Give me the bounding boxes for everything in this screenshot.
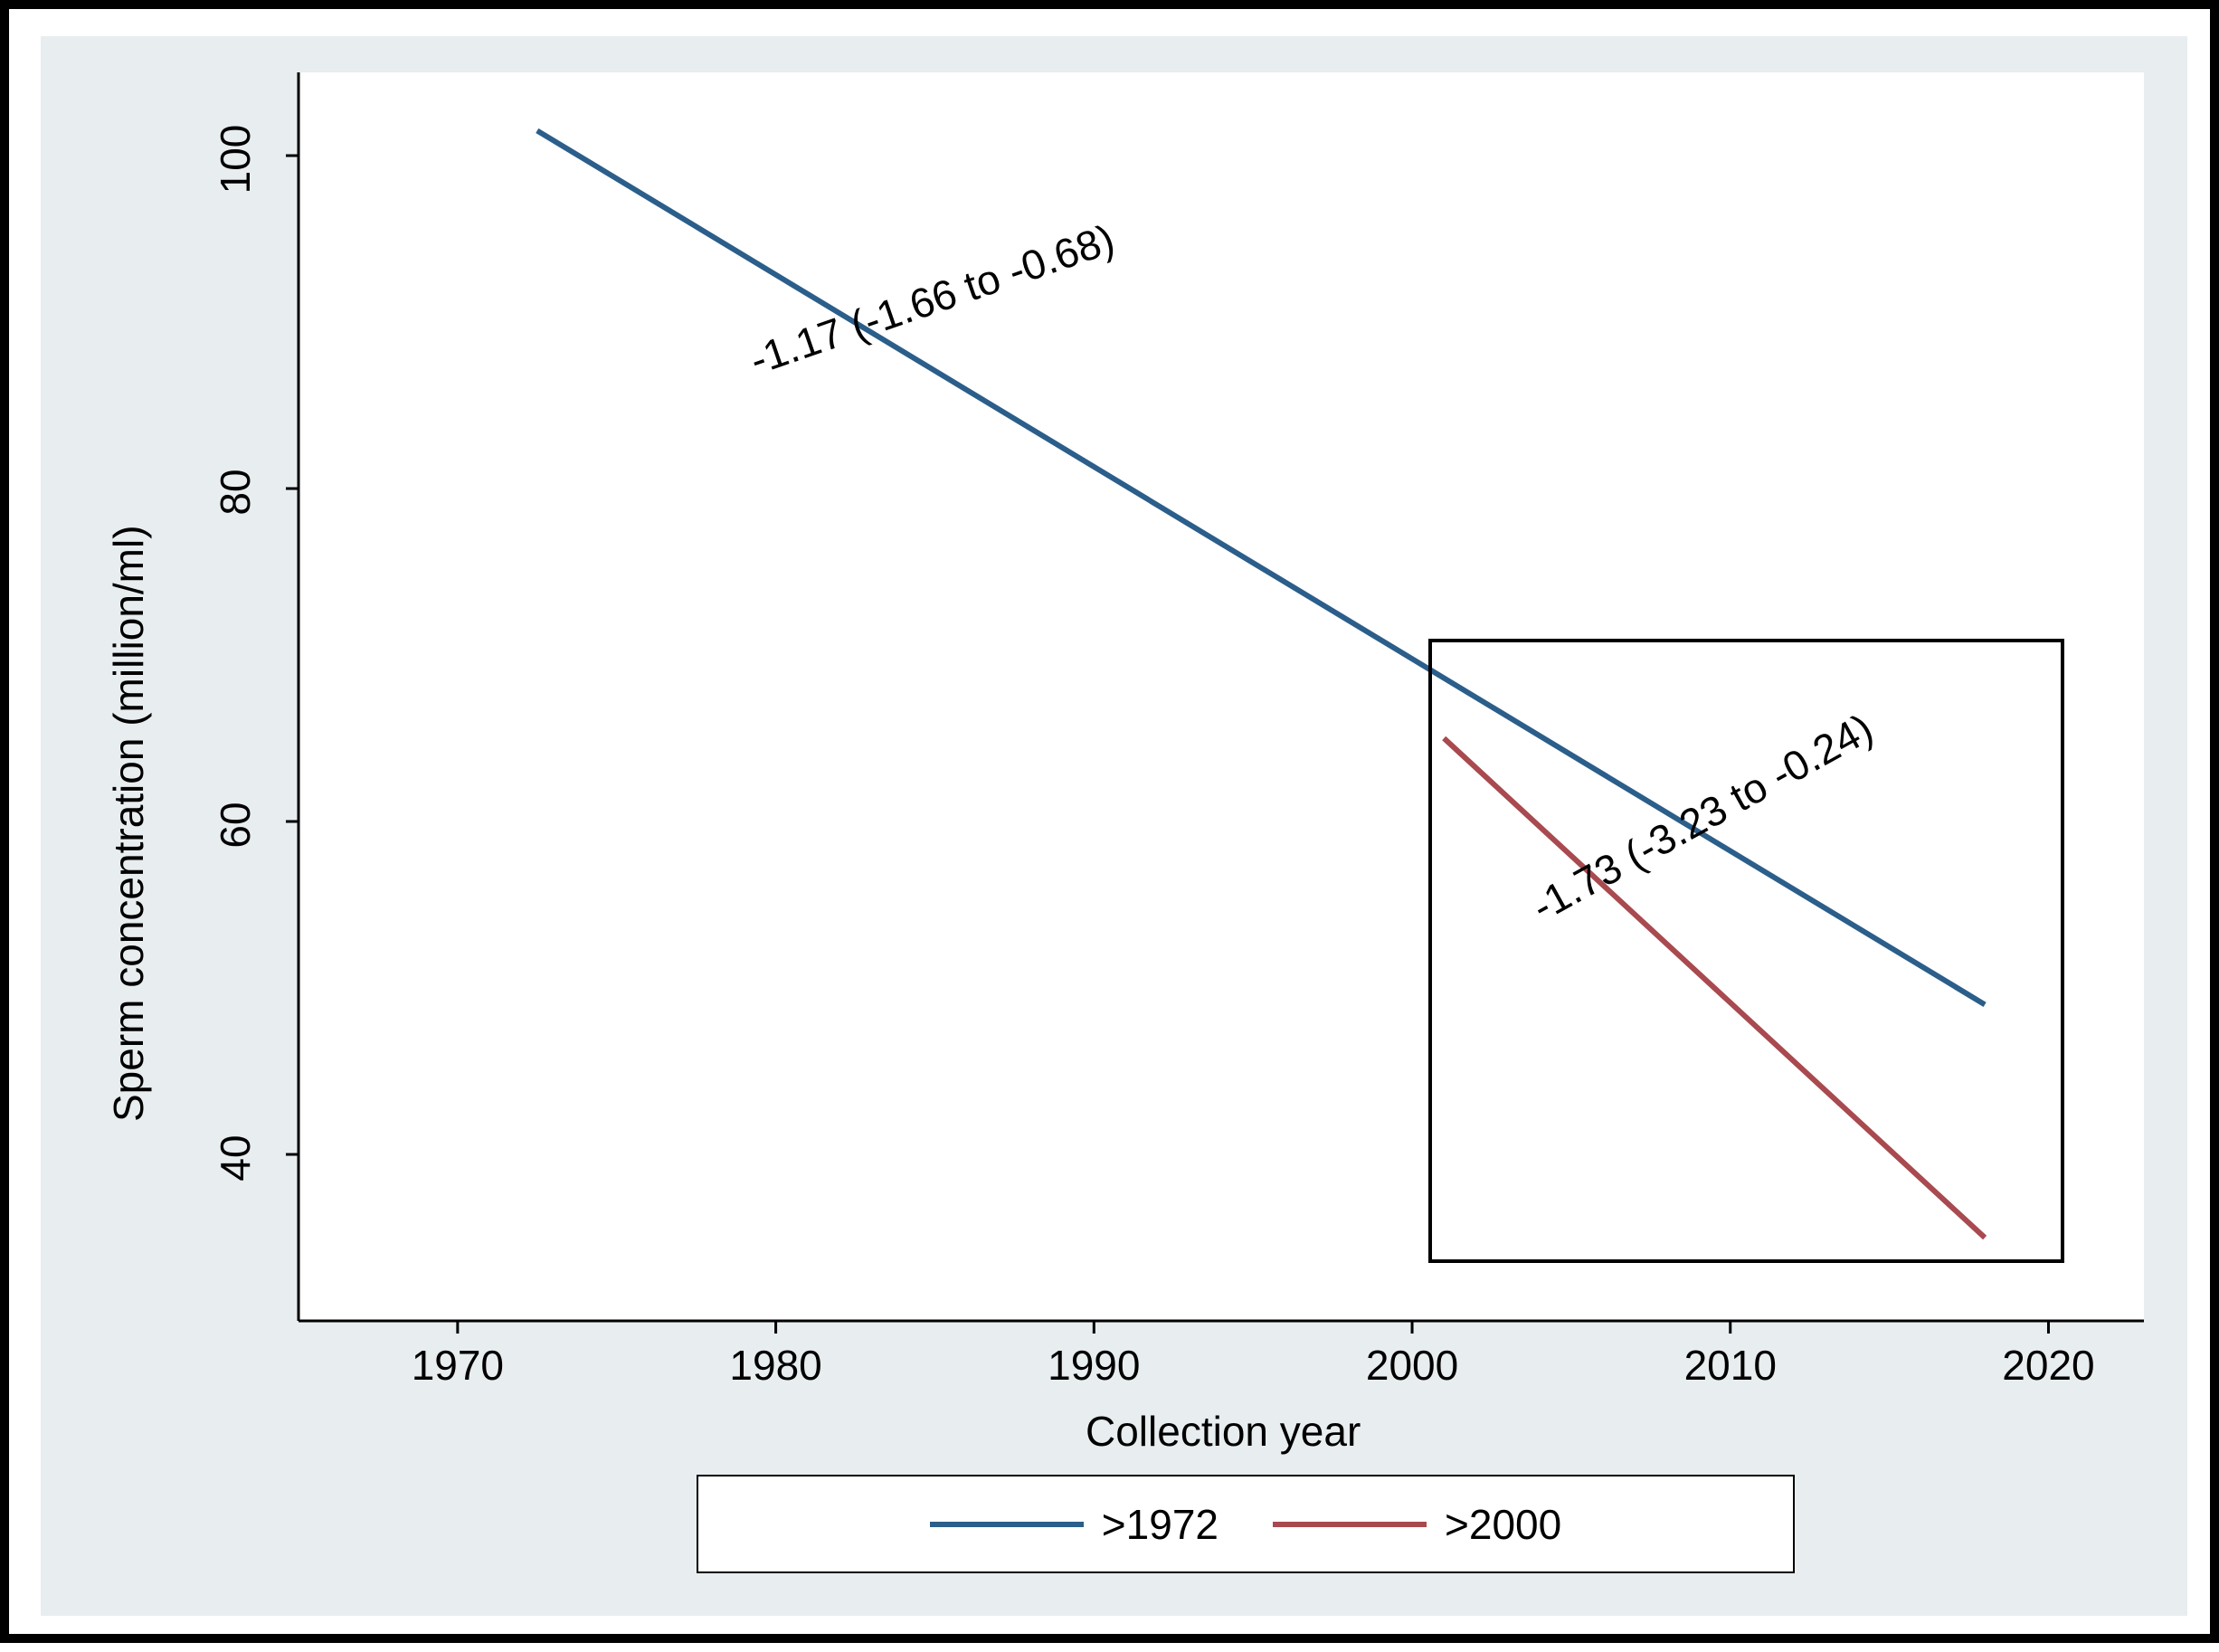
x-tick-label: 1980 [704,1341,849,1390]
x-tick-label: 1990 [1021,1341,1166,1390]
x-tick-label: 2020 [1976,1341,2120,1390]
legend-swatch-gt1972 [930,1522,1084,1527]
x-tick-label: 2010 [1658,1341,1803,1390]
y-tick-label: 40 [211,1113,260,1203]
legend-item-gt2000: >2000 [1273,1500,1561,1549]
y-tick-label: 80 [211,447,260,537]
inset-highlight-box [1428,639,2064,1263]
y-tick-label: 60 [211,780,260,870]
x-tick-label: 1970 [385,1341,530,1390]
x-axis-title: Collection year [1086,1407,1361,1456]
legend-swatch-gt2000 [1273,1522,1427,1527]
legend: >1972 >2000 [697,1475,1795,1573]
x-tick-label: 2000 [1340,1341,1484,1390]
legend-item-gt1972: >1972 [930,1500,1219,1549]
chart-frame: Sperm concentration (million/ml) Collect… [0,0,2219,1643]
legend-label-gt2000: >2000 [1445,1500,1561,1549]
y-tick-label: 100 [211,114,260,204]
y-axis-title: Sperm concentration (million/ml) [104,525,153,1122]
legend-label-gt1972: >1972 [1102,1500,1219,1549]
